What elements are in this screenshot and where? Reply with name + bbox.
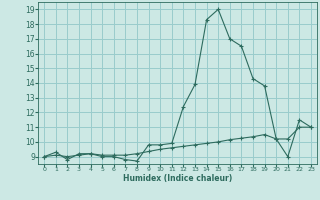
X-axis label: Humidex (Indice chaleur): Humidex (Indice chaleur) <box>123 174 232 183</box>
